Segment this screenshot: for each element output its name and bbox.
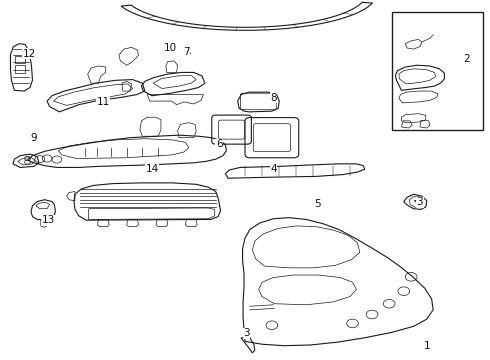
Text: 10: 10 <box>164 43 177 53</box>
Text: 3: 3 <box>416 197 423 207</box>
Text: 14: 14 <box>146 164 159 174</box>
Text: 3: 3 <box>243 328 250 338</box>
Text: 8: 8 <box>270 93 277 103</box>
Text: 12: 12 <box>23 49 36 59</box>
Text: 6: 6 <box>216 139 222 149</box>
Text: 1: 1 <box>424 341 431 351</box>
Text: 11: 11 <box>97 97 110 107</box>
Text: 2: 2 <box>463 54 469 64</box>
Text: 9: 9 <box>30 133 37 143</box>
Text: 4: 4 <box>270 164 277 174</box>
Text: 7: 7 <box>183 46 190 57</box>
Text: 13: 13 <box>42 215 55 225</box>
FancyBboxPatch shape <box>392 12 484 130</box>
Text: 5: 5 <box>314 199 320 210</box>
